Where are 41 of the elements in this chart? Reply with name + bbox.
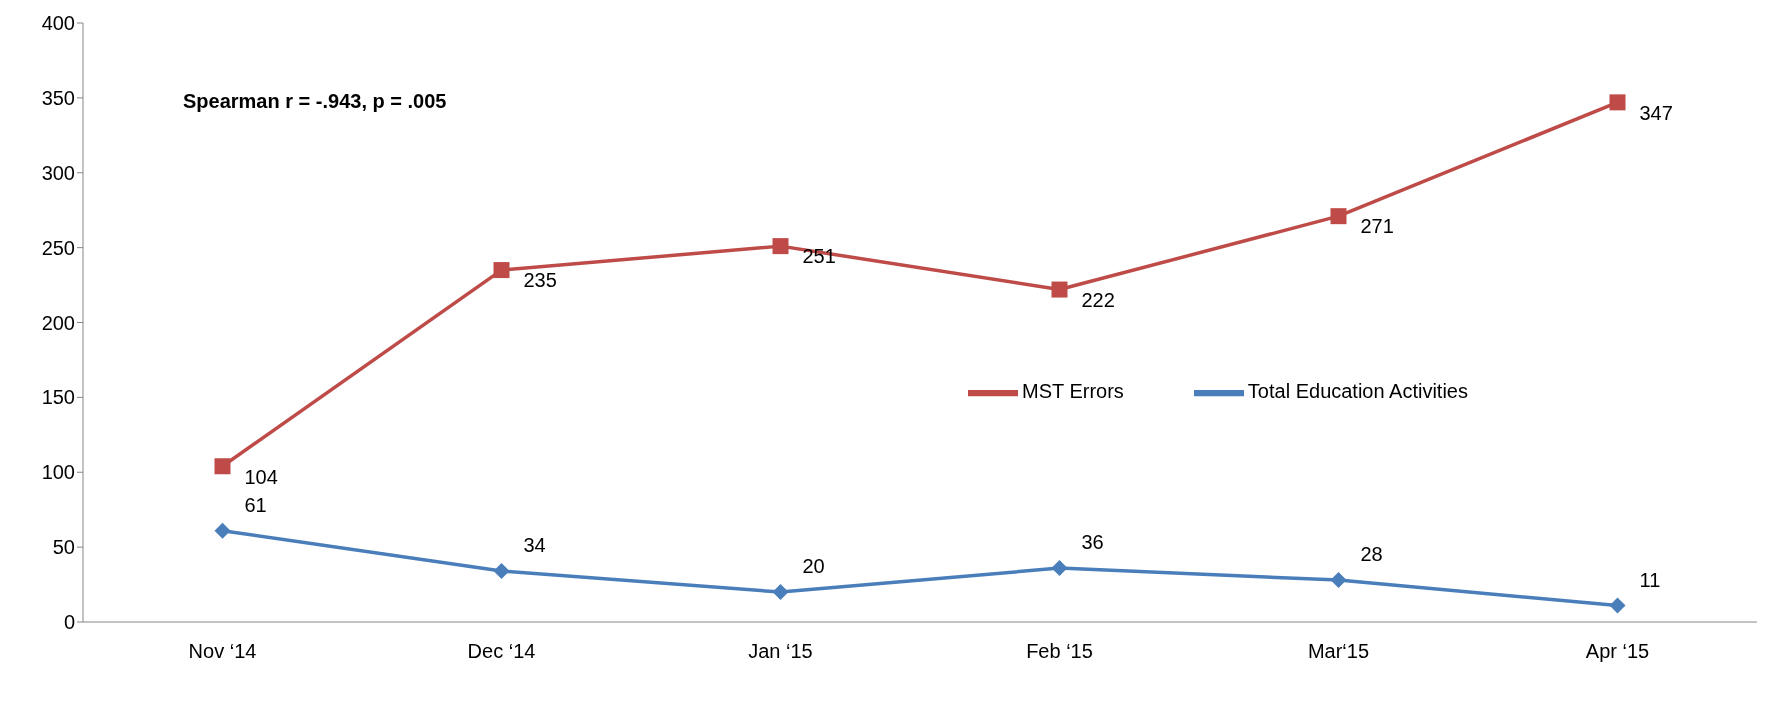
y-tick-label: 400 xyxy=(41,12,75,35)
point xyxy=(1051,281,1068,298)
y-tick-label: 200 xyxy=(41,311,75,334)
data-label: 235 xyxy=(523,269,557,292)
point xyxy=(772,238,789,255)
x-tick-label: Mar‘15 xyxy=(1307,640,1370,663)
x-tick-label: Apr ‘15 xyxy=(1585,640,1650,663)
y-tick-label: 50 xyxy=(52,536,75,559)
legend-label: Total Education Activities xyxy=(1247,380,1468,403)
data-label: 271 xyxy=(1360,215,1394,238)
data-label: 104 xyxy=(244,465,278,488)
y-tick-label: 150 xyxy=(41,386,75,409)
data-label: 34 xyxy=(523,534,546,557)
point xyxy=(1609,94,1626,111)
point xyxy=(493,262,510,279)
point xyxy=(493,563,510,580)
x-tick-label: Feb ‘15 xyxy=(1026,640,1093,663)
y-tick-label: 250 xyxy=(41,236,75,259)
annotation: Spearman r = -.943, p = .005 xyxy=(183,90,447,112)
data-label: 28 xyxy=(1360,543,1383,566)
point xyxy=(772,584,789,601)
point xyxy=(1609,597,1626,614)
data-label: 20 xyxy=(802,555,825,578)
x-tick-label: Jan ‘15 xyxy=(748,640,813,663)
point xyxy=(1330,572,1347,589)
y-tick-label: 100 xyxy=(41,461,75,484)
data-label: 222 xyxy=(1081,288,1115,311)
y-tick-label: 0 xyxy=(63,611,75,634)
x-tick-label: Dec ‘14 xyxy=(467,640,536,663)
legend-label: MST Errors xyxy=(1022,380,1124,403)
x-tick-label: Nov ‘14 xyxy=(188,640,257,663)
point xyxy=(214,522,231,539)
data-label: 347 xyxy=(1639,101,1673,124)
y-tick-label: 350 xyxy=(41,86,75,109)
point xyxy=(1051,560,1068,577)
data-label: 11 xyxy=(1639,568,1661,591)
point xyxy=(214,458,231,475)
y-tick-label: 300 xyxy=(41,161,75,184)
data-label: 61 xyxy=(244,493,267,516)
data-label: 36 xyxy=(1081,531,1104,554)
point xyxy=(1330,208,1347,225)
